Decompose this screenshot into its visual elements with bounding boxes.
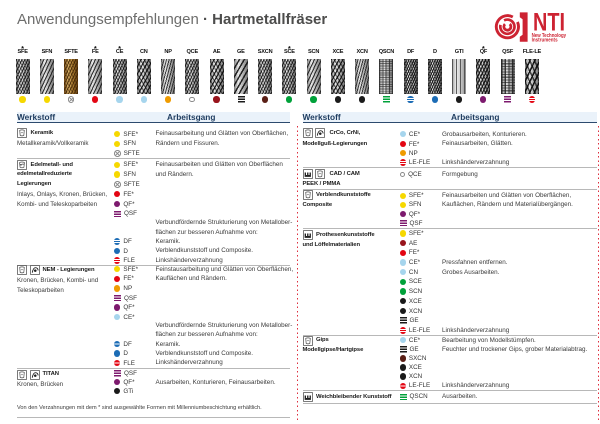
svg-text:Instruments: Instruments xyxy=(532,37,558,43)
svg-text:New Technology: New Technology xyxy=(532,33,567,39)
svg-text:NTI: NTI xyxy=(533,9,565,37)
